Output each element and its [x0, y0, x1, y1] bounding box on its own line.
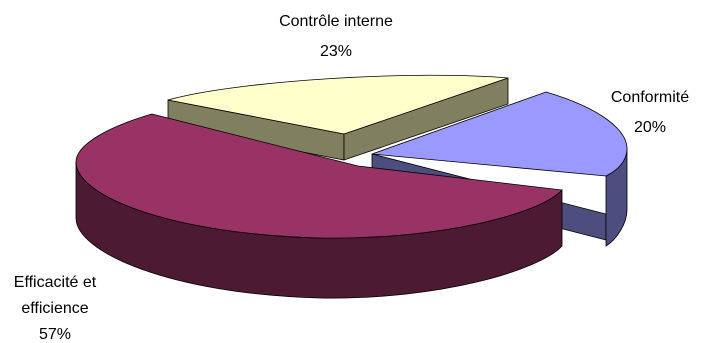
percent-controle-interne: 23% — [320, 43, 352, 60]
label-efficacite-line1: Efficacité et — [14, 274, 97, 291]
pie-slices — [75, 74, 628, 299]
label-efficacite-line2: efficience — [21, 300, 88, 317]
percent-efficacite: 57% — [39, 326, 71, 343]
label-controle-interne: Contrôle interne — [279, 13, 393, 30]
slice-controle-interne — [167, 74, 509, 135]
percent-conformite: 20% — [634, 119, 666, 136]
slice-conformite — [371, 91, 628, 177]
label-conformite: Conformité — [611, 89, 689, 106]
slice-labels: Contrôle interne 23% Conformité 20% Effi… — [14, 13, 689, 343]
slice-efficacite — [75, 113, 563, 239]
